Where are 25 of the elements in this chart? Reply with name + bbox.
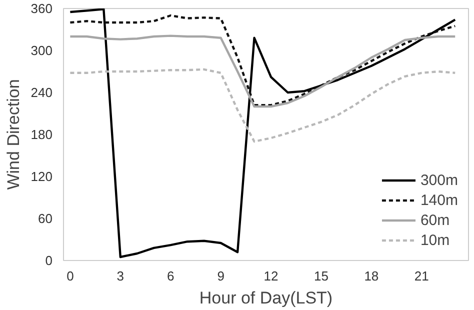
y-tick-label: 240: [30, 85, 53, 100]
x-tick-label: 18: [364, 268, 379, 284]
x-tick-label: 9: [217, 268, 224, 284]
x-tick-label: 0: [66, 268, 74, 284]
line-series: [69, 68, 456, 143]
line-series: [69, 34, 456, 108]
x-axis-title: Hour of Day(LST): [199, 288, 333, 308]
line-series: [69, 14, 456, 106]
y-tick-label: 300: [30, 43, 53, 58]
legend-label: 10m: [420, 232, 450, 248]
y-tick-label: 180: [30, 127, 53, 142]
y-tick-label: 360: [30, 1, 53, 16]
y-axis-title: Wind Direction: [4, 79, 23, 190]
x-tick-label: 6: [166, 268, 174, 284]
x-tick-label: 12: [264, 268, 278, 284]
legend-label: 60m: [420, 212, 450, 228]
y-tick-label: 60: [38, 211, 53, 226]
legend-label: 140m: [420, 192, 458, 208]
x-tick-label: 15: [314, 268, 328, 284]
x-tick-label: 21: [414, 268, 429, 284]
x-tick-label: 3: [116, 268, 124, 284]
y-tick-label: 0: [45, 253, 53, 268]
legend-label: 300m: [420, 172, 458, 188]
line-series: [69, 8, 456, 258]
y-tick-label: 120: [30, 169, 53, 184]
